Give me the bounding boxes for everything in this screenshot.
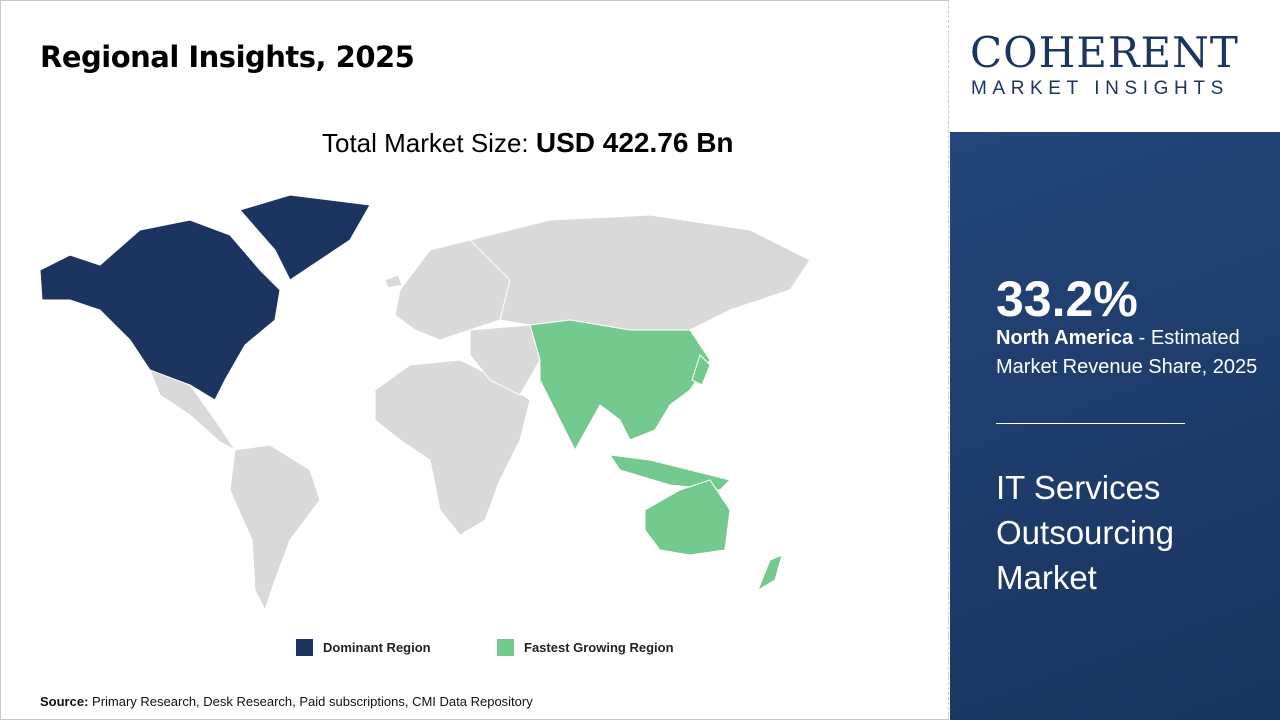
legend-swatch-dominant [296, 639, 313, 656]
total-market-size: Total Market Size: USD 422.76 Bn [322, 127, 734, 159]
divider [996, 423, 1185, 424]
total-market-value: USD 422.76 Bn [535, 127, 734, 158]
map-south-america [229, 444, 321, 612]
source-note: Source: Primary Research, Desk Research,… [40, 694, 533, 709]
company-logo: COHERENT MARKET INSIGHTS [950, 0, 1280, 132]
map-north-america [39, 219, 281, 401]
total-market-label: Total Market Size: [322, 128, 529, 158]
legend-swatch-fastest [497, 639, 514, 656]
logo-main-text: COHERENT [970, 28, 1239, 77]
map-asia-pacific [529, 319, 711, 452]
map-australia [644, 479, 731, 556]
map-japan [691, 354, 711, 386]
share-desc-text: - Estimated Market Revenue Share, 2025 [996, 327, 1258, 378]
source-label: Source: [40, 694, 89, 709]
share-description: North America - Estimated Market Revenue… [996, 324, 1276, 382]
map-indonesia [608, 454, 731, 491]
map-new-zealand [756, 554, 783, 592]
map-africa [374, 359, 531, 536]
source-text: Primary Research, Desk Research, Paid su… [88, 694, 533, 709]
map-central-america [149, 369, 236, 451]
map-russia [469, 214, 811, 331]
info-panel: 33.2% North America - Estimated Market R… [950, 132, 1280, 720]
page-title: Regional Insights, 2025 [40, 40, 415, 74]
logo-sub-text: MARKET INSIGHTS [971, 78, 1229, 99]
legend-label-fastest: Fastest Growing Region [524, 640, 674, 655]
market-name: IT Services Outsourcing Market [996, 469, 1174, 596]
legend-dominant: Dominant Region [296, 639, 431, 656]
map-greenland [239, 194, 371, 281]
legend-fastest: Fastest Growing Region [497, 639, 674, 656]
map-iceland [384, 274, 403, 289]
world-map [39, 194, 811, 612]
share-percentage: 33.2% [996, 271, 1138, 327]
legend-label-dominant: Dominant Region [323, 640, 431, 655]
share-region: North America [996, 327, 1134, 349]
